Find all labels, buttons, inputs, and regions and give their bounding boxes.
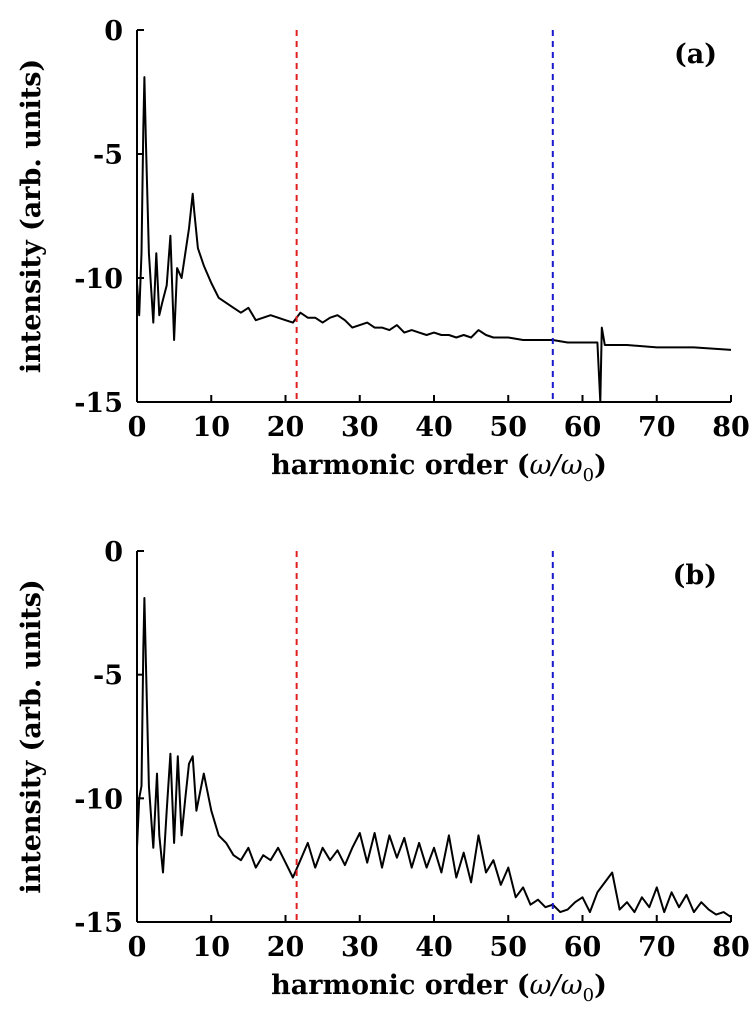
y-tick-label: -5 [93,140,123,171]
x-tick-label: 30 [341,412,379,443]
x-tick-label: 50 [489,412,527,443]
x-tick-label: 20 [267,932,305,963]
spectrum-line-1 [137,597,732,918]
y-tick-label: -15 [74,388,123,419]
y-tick-label: -5 [93,661,123,692]
x-tick-label: 0 [128,412,147,443]
x-tick-label: 70 [638,412,676,443]
x-tick-label: 0 [128,932,147,963]
x-tick-label: 80 [712,412,750,443]
y-tick-label: -10 [74,264,123,295]
x-tick-label: 80 [712,932,750,963]
x-tick-label: 40 [415,932,453,963]
x-axis-label: harmonic order (ω/ω0) [271,450,607,486]
x-tick-label: 20 [267,412,305,443]
x-tick-label: 30 [341,932,379,963]
x-tick-label: 10 [192,412,230,443]
y-tick-label: 0 [104,16,123,47]
y-tick-label: 0 [104,537,123,568]
x-tick-label: 50 [489,932,527,963]
x-axis-label: harmonic order (ω/ω0) [271,970,607,1006]
x-tick-label: 60 [564,932,602,963]
x-tick-label: 60 [564,412,602,443]
x-tick-label: 10 [192,932,230,963]
panel-label: (b) [673,560,717,591]
y-axis-label: intensity (arb. units) [16,59,47,373]
panel-b: 0 10 20 30 40 50 60 70 80 0 -5 -10 -15 (b) harmonic or… [16,537,750,1006]
x-tick-label: 40 [415,412,453,443]
y-axis-label: intensity (arb. units) [16,579,47,893]
x-tick-label: 70 [638,932,676,963]
y-tick-label: -15 [74,908,123,939]
panel-label: (a) [674,39,717,70]
y-tick-label: -10 [74,784,123,815]
spectrum-line-1 [137,76,732,403]
panel-a: 0 10 20 30 40 50 60 70 80 0 -5 -10 -15 (a) harmonic or… [16,16,750,486]
